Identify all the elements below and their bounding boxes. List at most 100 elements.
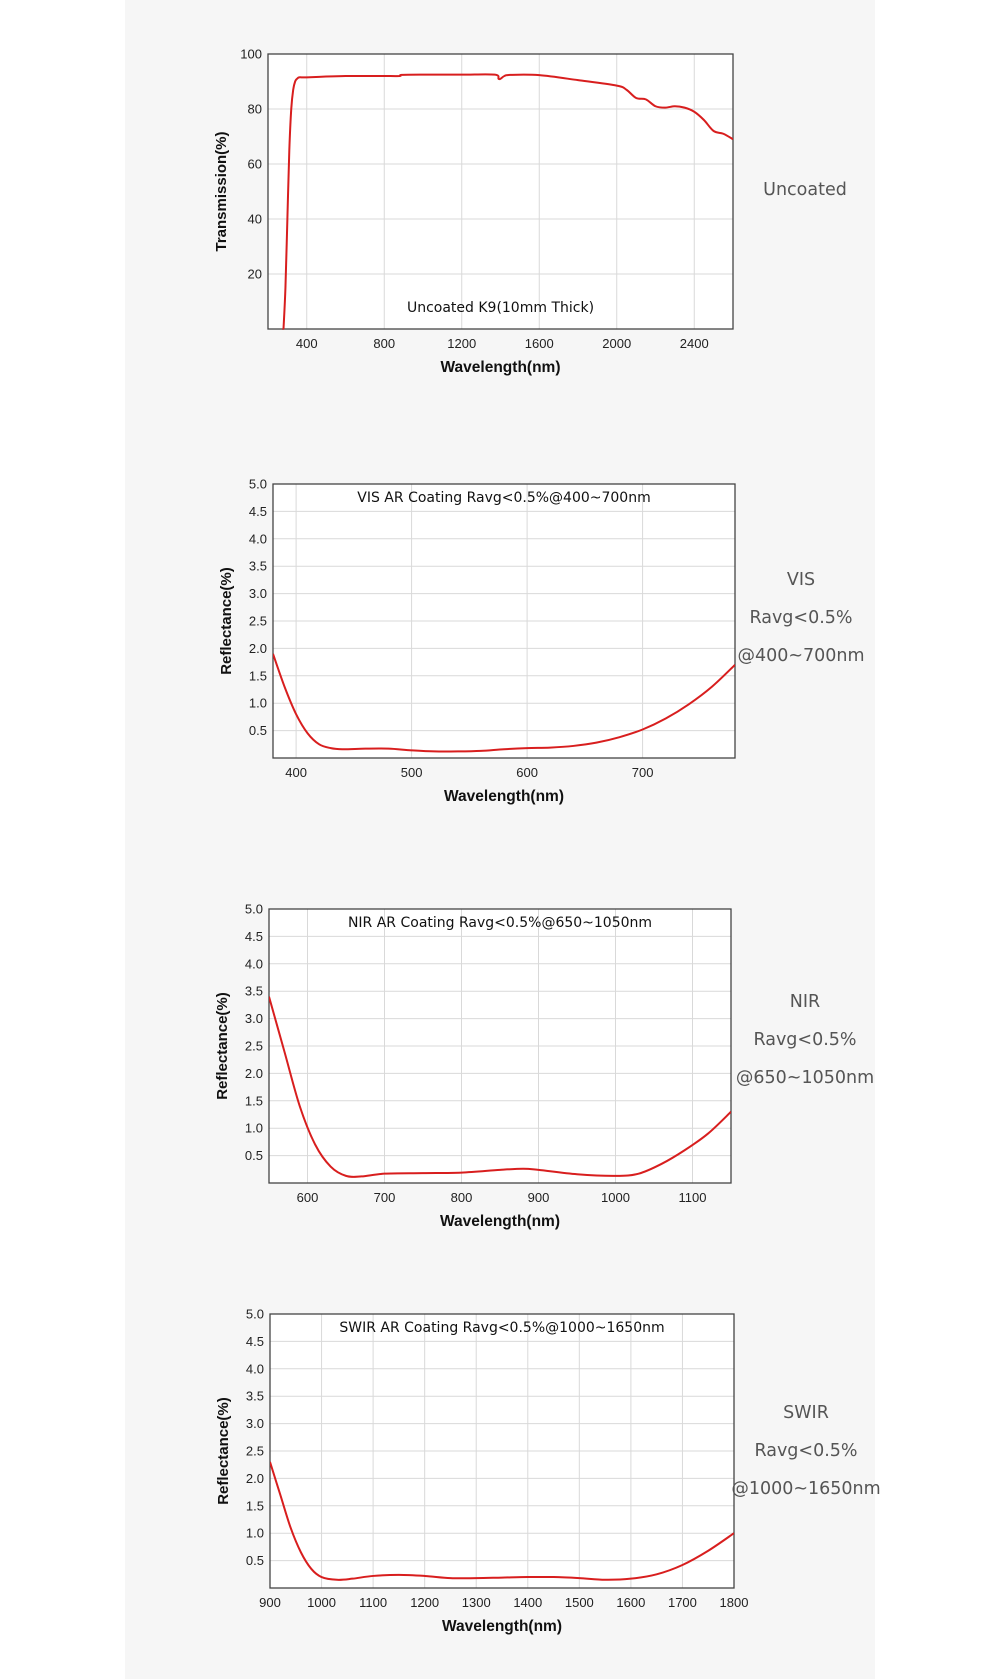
y-axis-label: Reflectance(%): [218, 567, 235, 675]
x-tick-label-0: 900: [259, 1595, 281, 1610]
x-tick-label-7: 1600: [616, 1595, 645, 1610]
y-tick-label-7: 4.0: [249, 531, 267, 546]
side-label-line-2: @650~1050nm: [735, 1068, 875, 1088]
y-tick-label-0: 0.5: [249, 723, 267, 738]
x-tick-label-9: 1800: [720, 1595, 749, 1610]
chart-title: SWIR AR Coating Ravg<0.5%@1000~1650nm: [339, 1320, 664, 1336]
chart-title: Uncoated K9(10mm Thick): [407, 300, 594, 316]
side-label: NIR Ravg<0.5% @650~1050nm: [720, 983, 890, 1097]
x-tick-label-4: 1300: [462, 1595, 491, 1610]
side-label-line-1: Ravg<0.5%: [749, 608, 853, 628]
y-tick-label-7: 4.0: [245, 956, 263, 971]
x-axis-label: Wavelength(nm): [444, 788, 564, 805]
side-label-line-1: Ravg<0.5%: [754, 1441, 858, 1461]
y-tick-label-8: 4.5: [245, 929, 263, 944]
y-tick-label-4: 2.5: [245, 1039, 263, 1054]
plot-frame: [272, 483, 736, 759]
y-tick-label-9: 5.0: [249, 477, 267, 492]
y-tick-label-0: 20: [248, 267, 262, 282]
y-axis-label: Reflectance(%): [215, 1397, 232, 1505]
x-tick-label-5: 1400: [513, 1595, 542, 1610]
side-label: SWIR Ravg<0.5% @1000~1650nm: [721, 1394, 891, 1508]
x-tick-label-1: 800: [373, 336, 395, 351]
chart-title: NIR AR Coating Ravg<0.5%@650~1050nm: [348, 915, 652, 931]
y-tick-label-5: 3.0: [249, 586, 267, 601]
x-tick-label-3: 1600: [525, 336, 554, 351]
side-label: VIS Ravg<0.5% @400~700nm: [716, 561, 886, 675]
x-tick-label-2: 1200: [447, 336, 476, 351]
y-tick-label-9: 5.0: [245, 902, 263, 917]
y-tick-label-6: 3.5: [249, 559, 267, 574]
side-label-line-2: @1000~1650nm: [731, 1479, 881, 1499]
x-tick-label-6: 1500: [565, 1595, 594, 1610]
y-tick-label-0: 0.5: [246, 1553, 264, 1568]
y-tick-label-0: 0.5: [245, 1148, 263, 1163]
y-tick-label-2: 1.5: [246, 1498, 264, 1513]
y-tick-label-9: 5.0: [246, 1307, 264, 1322]
y-tick-label-5: 3.0: [246, 1416, 264, 1431]
y-tick-label-1: 1.0: [249, 696, 267, 711]
plot-frame: [268, 908, 732, 1184]
y-tick-label-6: 3.5: [245, 984, 263, 999]
x-tick-label-0: 400: [285, 765, 307, 780]
series-line-0: [282, 73, 733, 329]
x-tick-label-4: 1000: [601, 1190, 630, 1205]
y-tick-label-4: 2.5: [246, 1444, 264, 1459]
y-tick-label-3: 2.0: [246, 1471, 264, 1486]
x-tick-label-4: 2000: [602, 336, 631, 351]
side-label: Uncoated: [720, 171, 890, 209]
x-tick-label-1: 1000: [307, 1595, 336, 1610]
x-tick-label-5: 1100: [679, 1190, 707, 1205]
side-label-line-1: Ravg<0.5%: [753, 1030, 857, 1050]
y-axis-label: Reflectance(%): [214, 992, 231, 1100]
x-axis-label: Wavelength(nm): [442, 1618, 562, 1635]
side-label-line-2: @400~700nm: [737, 646, 865, 666]
x-tick-label-1: 500: [401, 765, 423, 780]
y-tick-label-5: 3.0: [245, 1011, 263, 1026]
y-tick-label-8: 4.5: [246, 1334, 264, 1349]
y-tick-label-2: 1.5: [245, 1093, 263, 1108]
x-tick-label-0: 600: [297, 1190, 319, 1205]
x-tick-label-2: 800: [451, 1190, 473, 1205]
x-tick-label-3: 700: [632, 765, 654, 780]
plot-frame: [267, 53, 734, 330]
x-tick-label-3: 900: [528, 1190, 550, 1205]
plot-frame: [269, 1313, 735, 1589]
y-tick-label-7: 4.0: [246, 1361, 264, 1376]
plot-area: [268, 54, 733, 329]
side-label-line-0: SWIR: [783, 1403, 829, 1423]
side-label-line-0: Uncoated: [763, 180, 847, 200]
x-axis-label: Wavelength(nm): [441, 359, 561, 376]
x-tick-label-8: 1700: [668, 1595, 697, 1610]
y-tick-label-8: 4.5: [249, 504, 267, 519]
y-tick-label-1: 1.0: [245, 1121, 263, 1136]
y-tick-label-3: 2.0: [245, 1066, 263, 1081]
x-tick-label-5: 2400: [680, 336, 709, 351]
y-tick-label-3: 2.0: [249, 641, 267, 656]
y-tick-label-3: 80: [248, 102, 262, 117]
x-tick-label-0: 400: [296, 336, 318, 351]
y-tick-label-1: 1.0: [246, 1526, 264, 1541]
side-label-line-0: VIS: [786, 570, 816, 590]
side-label-line-0: NIR: [789, 992, 821, 1012]
series-line-0: [270, 1461, 734, 1581]
y-tick-label-4: 2.5: [249, 614, 267, 629]
x-tick-label-1: 700: [374, 1190, 396, 1205]
y-tick-label-2: 60: [248, 157, 262, 172]
y-tick-label-4: 100: [240, 47, 262, 62]
x-tick-label-3: 1200: [410, 1595, 439, 1610]
x-tick-label-2: 600: [516, 765, 538, 780]
x-tick-label-2: 1100: [359, 1595, 387, 1610]
y-tick-label-6: 3.5: [246, 1389, 264, 1404]
series-line-0: [273, 653, 735, 753]
y-tick-label-2: 1.5: [249, 668, 267, 683]
y-axis-label: Transmission(%): [213, 131, 230, 251]
x-axis-label: Wavelength(nm): [440, 1213, 560, 1230]
y-tick-label-1: 40: [248, 212, 262, 227]
chart-title: VIS AR Coating Ravg<0.5%@400~700nm: [357, 490, 650, 506]
series-line-0: [269, 996, 731, 1178]
